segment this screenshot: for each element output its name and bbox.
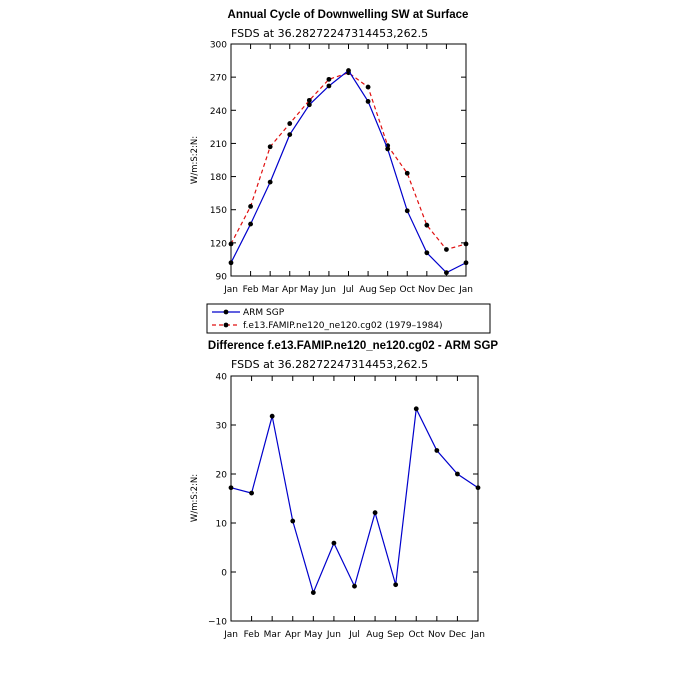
c2-xtick-label: Apr	[285, 630, 301, 640]
c2-xtick-label: Feb	[244, 630, 260, 640]
c1-series-0-point	[385, 146, 391, 152]
c2-xtick-label: Jan	[223, 630, 238, 640]
chart2-ylabel: W/m:S:2:N:	[190, 474, 200, 522]
c2-series-0-point	[455, 471, 460, 477]
c1-series-1-point	[365, 84, 371, 90]
chart2-subtitle: FSDS at 36.28272247314453,262.5	[231, 358, 428, 371]
chart1-subtitle: FSDS at 36.28272247314453,262.5	[231, 27, 428, 40]
c1-series-0-point	[326, 83, 332, 89]
c1-series-1-point	[306, 97, 312, 103]
legend-label-arm-sgp: ARM SGP	[243, 308, 285, 318]
c2-series-0-point	[331, 540, 337, 546]
chart-annual-cycle: Annual Cycle of Downwelling SW at Surfac…	[190, 9, 473, 295]
c2-series-0-point	[310, 590, 316, 595]
c1-series-0-point	[267, 179, 273, 185]
c2-series-0-point	[413, 406, 419, 412]
c1-series-1-point	[404, 170, 410, 176]
c1-xtick-label: Feb	[243, 285, 259, 295]
c1-series-1-point	[287, 121, 293, 126]
c2-xtick-label: Jan	[470, 630, 485, 640]
c2-series-0-point	[475, 485, 481, 491]
c1-ytick-label: 150	[210, 206, 227, 216]
c2-xtick-label: Oct	[408, 630, 424, 640]
chart1-ylabel: W/m:S:2:N:	[190, 136, 200, 184]
c1-ytick-label: 240	[210, 107, 227, 117]
c1-ytick-label: 180	[210, 173, 227, 183]
c1-series-0-point	[444, 270, 449, 276]
c2-xtick-label: Sep	[387, 630, 404, 640]
c2-ytick-label: 20	[216, 471, 228, 481]
c1-series-1-point	[248, 204, 253, 209]
legend-box	[206, 303, 491, 334]
c1-series-0-point	[463, 260, 469, 266]
chart1-title: Annual Cycle of Downwelling SW at Surfac…	[228, 9, 469, 21]
c2-series-0-point	[372, 510, 378, 516]
c1-xtick-label: Dec	[438, 285, 455, 295]
c2-xtick-label: Nov	[428, 630, 446, 640]
c1-ytick-label: 210	[210, 140, 227, 150]
c1-series-0-point	[287, 132, 293, 137]
c1-series-1-point	[267, 144, 273, 150]
c1-ytick-label: 270	[210, 74, 227, 84]
c2-xtick-label: Mar	[264, 630, 281, 640]
c1-series-1-point	[424, 222, 430, 228]
c2-xtick-label: Dec	[449, 630, 466, 640]
c1-series-0-point	[365, 99, 371, 104]
c2-xtick-label: Aug	[366, 630, 384, 640]
c2-series-0-point	[352, 583, 357, 589]
c2-series-0-point	[290, 518, 296, 524]
c1-series-0-point	[306, 102, 312, 108]
c1-series-1-point	[444, 247, 449, 252]
c1-xtick-label: Mar	[262, 285, 279, 295]
c2-series-0-point	[228, 485, 234, 491]
c1-series-0-point	[424, 250, 430, 256]
c1-series-0-point	[248, 221, 253, 227]
c2-ytick-label: −10	[208, 618, 227, 628]
c1-ytick-label: 90	[216, 273, 228, 283]
chart-difference: Difference f.e13.FAMIP.ne120_ne120.cg02 …	[190, 340, 498, 640]
c1-ytick-label: 300	[210, 41, 227, 51]
c2-ytick-label: 40	[216, 373, 228, 383]
c1-xtick-label: Jan	[458, 285, 473, 295]
c1-series-1-point	[326, 76, 332, 82]
chart2-title: Difference f.e13.FAMIP.ne120_ne120.cg02 …	[208, 340, 499, 352]
c1-xtick-label: Oct	[399, 285, 415, 295]
c2-series-0-point	[434, 448, 440, 453]
legend: ARM SGP f.e13.FAMIP.ne120_ne120.cg02 (19…	[206, 303, 491, 334]
c1-xtick-label: Aug	[359, 285, 377, 295]
c1-series-0-point	[404, 208, 410, 214]
c1-xtick-label: Apr	[282, 285, 298, 295]
legend-label-model: f.e13.FAMIP.ne120_ne120.cg02 (1979–1984)	[243, 321, 443, 331]
c2-series-0-point	[393, 582, 399, 588]
c1-series-0-point	[228, 260, 234, 266]
c2-series-0-point	[269, 413, 275, 419]
c2-ytick-label: 30	[216, 422, 228, 432]
c2-xtick-label: Jun	[326, 630, 341, 640]
c2-ytick-label: 0	[221, 569, 227, 579]
c2-ytick-label: 10	[216, 520, 228, 530]
c1-xtick-label: Sep	[379, 285, 396, 295]
c1-xtick-label: Jan	[223, 285, 238, 295]
legend-marker-model	[223, 322, 229, 328]
legend-marker-arm-sgp	[223, 309, 229, 315]
c1-series-1-point	[228, 241, 234, 247]
c1-ytick-label: 120	[210, 239, 227, 249]
c1-xtick-label: May	[300, 285, 319, 295]
c1-xtick-label: Jun	[321, 285, 336, 295]
c1-xtick-label: Nov	[418, 285, 436, 295]
c1-xtick-label: Jul	[342, 285, 354, 295]
c1-series-1-point	[463, 241, 469, 247]
c2-xtick-label: Jul	[348, 630, 360, 640]
c1-series-0-point	[346, 68, 351, 73]
c2-xtick-label: May	[304, 630, 323, 640]
c2-series-0-point	[249, 490, 254, 496]
